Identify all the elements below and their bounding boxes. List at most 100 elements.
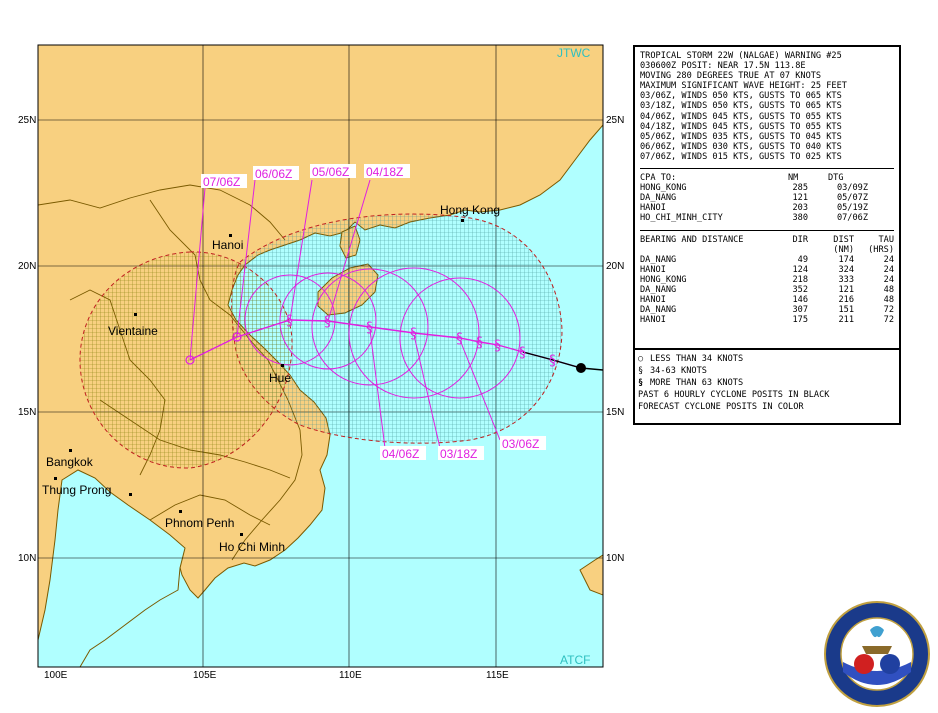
current-position-marker [576, 363, 586, 373]
tag-0706z: 07/06Z [203, 175, 240, 189]
atcf-label: ATCF [560, 653, 590, 667]
lon-label-115e: 115E [486, 670, 509, 681]
bearing-row: HANOI 124 324 24 [640, 265, 894, 275]
city-hue: Hue [269, 371, 291, 385]
lat-label-15n: 15N [18, 407, 36, 418]
storm-symbol-icon: § [286, 313, 293, 329]
cpa-distance: 203 [792, 203, 808, 214]
bearing-row: HONG_KONG 218 333 24 [640, 275, 894, 285]
bearing-tau: 24 [883, 254, 894, 265]
bearing-dist: 121 [838, 284, 854, 295]
warning-line: 05/06Z, WINDS 035 KTS, GUSTS TO 045 KTS [640, 131, 842, 142]
cpa-time: 03/09Z [836, 183, 868, 194]
lon-label-100e: 100E [44, 670, 68, 681]
bearing-place: HONG_KONG [640, 274, 687, 285]
legend-item-weak: ○ LESS THAN 34 KNOTS [638, 354, 744, 364]
bearing-tau: 24 [883, 264, 894, 275]
warning-line: 03/18Z, WINDS 050 KTS, GUSTS TO 065 KTS [640, 101, 842, 112]
bearing-subheader-hrs: (HRS) [868, 244, 894, 255]
lon-label-105e: 105E [193, 670, 217, 681]
warning-line: 04/06Z, WINDS 045 KTS, GUSTS TO 055 KTS [640, 111, 842, 122]
bearing-row: DA_NANG 49 174 24 [640, 255, 894, 265]
storm-symbol-icon: § [549, 353, 556, 369]
bearing-tau: 72 [883, 305, 894, 316]
storm-symbol-icon: § [494, 338, 501, 354]
lat-label-20n-right: 20N [606, 261, 624, 272]
bearing-header: BEARING AND DISTANCE DIR DIST TAU [640, 235, 894, 245]
cpa-header-nm: NM [788, 173, 799, 184]
bearing-dir: 175 [792, 315, 808, 326]
warning-line: TROPICAL STORM 22W (NALGAE) WARNING #25 [640, 51, 842, 61]
city-hanoi: Hanoi [212, 238, 243, 252]
bearing-row: DA_NANG 307 151 72 [640, 305, 894, 315]
warning-line: 03/06Z, WINDS 050 KTS, GUSTS TO 065 KTS [640, 91, 842, 102]
lat-label-15n-right: 15N [606, 407, 624, 418]
cpa-time: 05/07Z [836, 193, 868, 204]
wind-radii [244, 267, 521, 399]
warning-line: 04/18Z, WINDS 045 KTS, GUSTS TO 055 KTS [640, 121, 842, 132]
bearing-tau: 48 [883, 284, 894, 295]
legend-note-forecast: FORECAST CYCLONE POSITS IN COLOR [638, 402, 804, 412]
land-philippines [579, 554, 603, 596]
warning-line: 07/06Z, WINDS 015 KTS, GUSTS TO 025 KTS [640, 151, 842, 162]
cpa-place: HONG_KONG [640, 183, 687, 194]
gulf-of-thailand [38, 469, 186, 667]
cpa-row: HO_CHI_MINH_CITY 380 07/06Z [640, 213, 894, 223]
storm-symbol-icon: § [324, 314, 331, 330]
typhoon-icon: § [638, 378, 644, 388]
tag-0506z: 05/06Z [312, 165, 349, 179]
tag-0606z: 06/06Z [255, 167, 292, 181]
cpa-row: DA_NANG 121 05/07Z [640, 193, 894, 203]
storm-symbol-icon: § [366, 320, 373, 336]
storm-icon: § [638, 366, 644, 376]
cpa-place: HO_CHI_MINH_CITY [640, 213, 723, 224]
lat-label-10n: 10N [18, 553, 36, 564]
bearing-subheader: (NM) (HRS) [640, 245, 894, 255]
bearing-tau: 72 [883, 315, 894, 326]
legend: ○ LESS THAN 34 KNOTS § 34-63 KNOTS § MORE T… [633, 348, 901, 426]
final-position-marker [185, 355, 195, 365]
bearing-place: DA_NANG [640, 254, 677, 265]
bearing-row: HANOI 175 211 72 [640, 315, 894, 325]
cpa-time: 07/06Z [836, 213, 868, 224]
divider [640, 168, 894, 170]
jtwc-seal-logo [824, 601, 930, 707]
legend-note-past: PAST 6 HOURLY CYCLONE POSITS IN BLACK [638, 390, 830, 400]
bearing-place: HANOI [640, 315, 666, 326]
city-bangkok: Bangkok [46, 455, 94, 469]
bearing-dist: 211 [838, 315, 854, 326]
lon-label-110e: 110E [339, 670, 362, 681]
bearing-dist: 151 [838, 305, 854, 316]
city-vientaine: Vientaine [108, 324, 158, 338]
lat-label-10n-right: 10N [606, 553, 624, 564]
legend-item-typhoon: § MORE THAN 63 KNOTS [638, 378, 744, 388]
bearing-tau: 48 [883, 295, 894, 306]
bearing-dir: 49 [797, 254, 808, 265]
tag-leaders [189, 179, 501, 449]
bearing-row: DA_NANG 352 121 48 [640, 285, 894, 295]
tag-0406z: 04/06Z [382, 447, 419, 461]
city-phnom-penh: Phnom Penh [165, 516, 234, 530]
bearing-place: DA_NANG [640, 305, 677, 316]
bearing-dist: 333 [838, 274, 854, 285]
bearing-dir: 218 [792, 274, 808, 285]
bearing-place: HANOI [640, 264, 666, 275]
bearing-dir: 352 [792, 284, 808, 295]
cpa-table: HONG_KONG 285 03/09Z DA_NANG 121 05/07Z HANOI 2… [640, 183, 894, 223]
tag-0318z: 03/18Z [440, 447, 477, 461]
map-frame [37, 44, 604, 668]
bearing-dir: 146 [792, 295, 808, 306]
bearing-dist: 324 [838, 264, 854, 275]
storm-symbol-icon: § [456, 331, 463, 347]
bearing-subheader-nm: (NM) [833, 244, 854, 255]
cpa-header-label: CPA TO: [640, 173, 677, 184]
bearing-dist: 216 [838, 295, 854, 306]
jtwc-label: JTWC [557, 46, 591, 60]
lat-label-25n-right: 25N [606, 115, 624, 126]
warning-line: MOVING 280 DEGREES TRUE AT 07 KNOTS [640, 71, 822, 82]
cpa-header-dtg: DTG [828, 173, 844, 184]
warning-line: 030600Z POSIT: NEAR 17.5N 113.8E [640, 61, 806, 72]
bearing-header-dir: DIR [792, 234, 808, 245]
cpa-row: HANOI 203 05/19Z [640, 203, 894, 213]
warning-line: 06/06Z, WINDS 030 KTS, GUSTS TO 040 KTS [640, 141, 842, 152]
